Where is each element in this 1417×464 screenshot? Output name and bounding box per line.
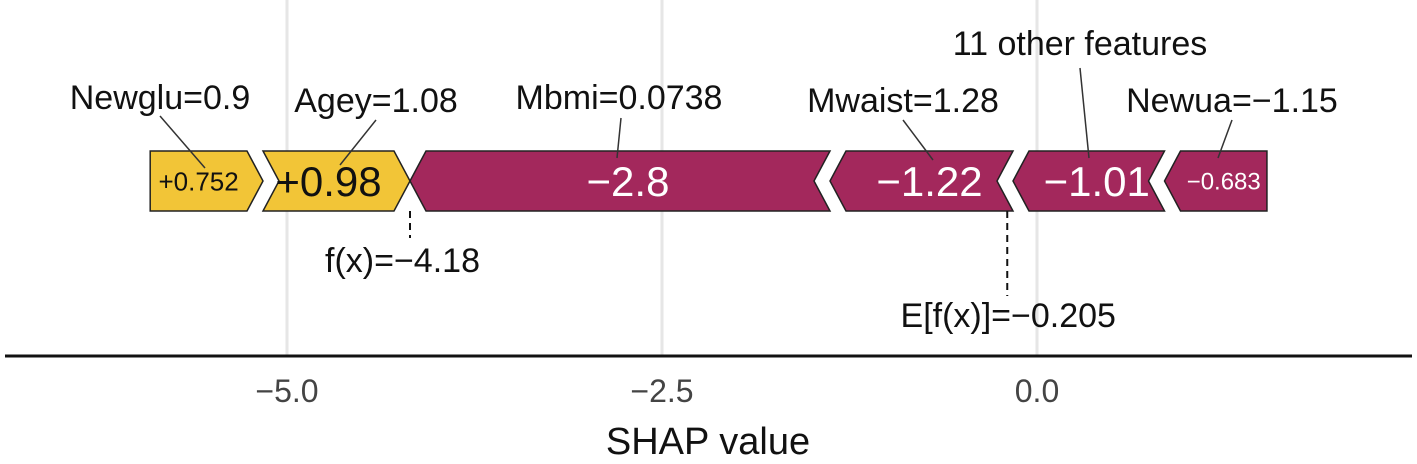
x-ticks: −5.0 −2.5 0.0 (255, 373, 1059, 409)
segment-bar (409, 150, 832, 212)
feature-label: Mbmi=0.0738 (516, 79, 723, 117)
x-tick-label: −5.0 (255, 373, 318, 409)
x-axis-title: SHAP value (606, 421, 810, 463)
feature-label: Mwaist=1.28 (807, 82, 999, 120)
segment-value-label: +0.752 (158, 166, 238, 196)
segment-value-label: −1.22 (876, 158, 982, 205)
segment-bar (261, 150, 411, 212)
segment-bar (149, 150, 264, 212)
leader-line (1217, 119, 1233, 159)
segment-value-label: −2.8 (587, 158, 670, 205)
base-value-label: E[f(x)]=−0.205 (901, 297, 1116, 335)
segment-bar (1012, 150, 1166, 212)
leader-line (159, 115, 206, 169)
leader-line (616, 117, 622, 159)
feature-label: Newglu=0.9 (70, 79, 251, 117)
segment-value-label: −1.01 (1044, 158, 1150, 205)
leader-line (902, 119, 934, 161)
segment-value-label: −0.683 (1187, 169, 1261, 196)
leader-line (339, 119, 377, 166)
segment-bar (829, 150, 1015, 212)
leader-line (1079, 67, 1090, 159)
segment-bar (1163, 150, 1268, 212)
fx-label: f(x)=−4.18 (325, 242, 480, 280)
x-tick-label: 0.0 (1015, 373, 1059, 409)
x-tick-label: −2.5 (630, 373, 693, 409)
feature-label: Newua=−1.15 (1126, 82, 1338, 120)
leader-lines: Newglu=0.9 Agey=1.08 Mbmi=0.0738 Mwaist=1.2… (70, 25, 1338, 169)
segments: +0.752 +0.98 −2.8 −1.22 −1.01 −0.683 (149, 150, 1268, 212)
feature-label: Agey=1.08 (294, 82, 458, 120)
markers: f(x)=−4.18 E[f(x)]=−0.205 (325, 211, 1116, 335)
segment-value-label: +0.98 (275, 158, 381, 205)
feature-label: 11 other features (953, 25, 1208, 63)
